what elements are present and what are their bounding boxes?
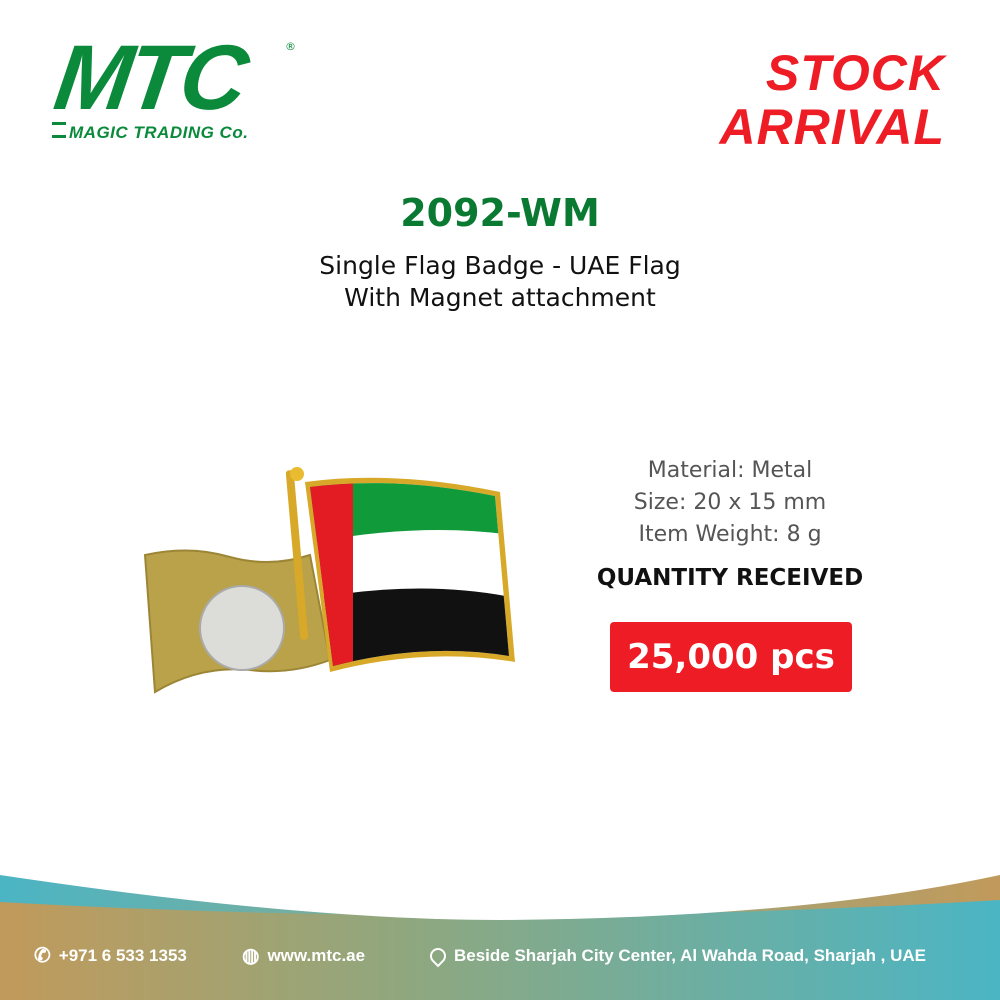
banner-line2: ARRIVAL [719,99,945,155]
product-code: 2092-WM [400,191,600,235]
product-image-flag-badge [143,467,515,694]
description-line1: Single Flag Badge - UAE Flag [319,251,681,280]
product-description: Single Flag Badge - UAE Flag With Magnet… [0,250,1000,314]
logo-subtitle: MAGIC TRADING Co. [52,122,248,144]
spec-material: Material: Metal [647,458,813,483]
spec-size: Size: 20 x 15 mm [633,490,827,515]
footer-address: Beside Sharjah City Center, Al Wahda Roa… [426,944,927,968]
phone-icon: ✆ [34,945,51,967]
address-text: Beside Sharjah City Center, Al Wahda Roa… [454,946,927,965]
footer-wave [0,870,1000,1000]
description-line2: With Magnet attachment [344,283,656,312]
registered-mark: ® [285,40,296,53]
location-pin-icon [426,944,450,968]
banner-line1: STOCK [765,45,945,101]
spec-weight: Item Weight: 8 g [638,522,822,547]
website-text: www.mtc.ae [267,946,366,965]
logo-text: MTC [48,27,251,129]
phone-text: +971 6 533 1353 [58,946,187,965]
quantity-badge: 25,000 pcs [610,622,852,692]
globe-icon: ◍ [242,945,260,967]
quantity-label: QUANTITY RECEIVED [596,565,864,591]
footer-phone[interactable]: ✆ +971 6 533 1353 [34,945,187,967]
spec-list: Material: Metal Size: 20 x 15 mm Item We… [590,455,870,551]
footer-website[interactable]: ◍ www.mtc.ae [242,945,365,967]
stock-arrival-banner: STOCK ARRIVAL [719,46,945,154]
